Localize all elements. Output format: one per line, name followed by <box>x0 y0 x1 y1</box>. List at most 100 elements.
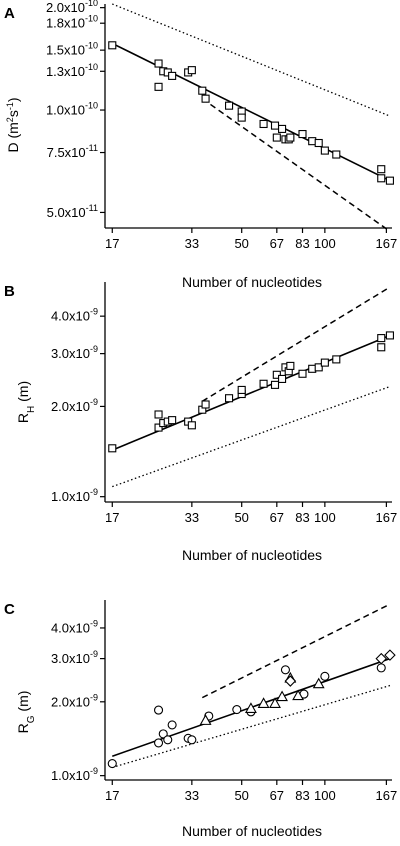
panel-b: B RH (m) Number of nucleotides 1.0x10-9 2… <box>4 282 397 563</box>
circle-point <box>107 759 117 769</box>
y-tick-label: 1.8x10-10 <box>46 14 98 31</box>
circle-point <box>153 738 164 748</box>
circle-point <box>187 735 197 745</box>
dashed-reference-line <box>201 286 391 402</box>
dotted-reference-line <box>112 684 391 769</box>
square-point <box>154 59 163 68</box>
x-tick-label: 33 <box>185 510 199 525</box>
dashed-reference-line <box>201 603 391 699</box>
square-point <box>314 138 323 148</box>
square-point <box>237 385 246 394</box>
square-point <box>320 146 329 155</box>
diamond-point <box>384 649 396 661</box>
square-point <box>108 41 117 50</box>
x-tick-label: 167 <box>376 510 398 525</box>
square-point <box>225 101 234 110</box>
square-point <box>298 369 307 378</box>
triangle-point <box>269 697 281 708</box>
square-point <box>377 334 386 343</box>
square-point <box>377 165 386 174</box>
x-axis-label-b: Number of nucleotides <box>182 547 322 563</box>
triangle-point <box>292 689 305 701</box>
y-tick-label: 3.0x10-9 <box>51 649 98 666</box>
circle-point <box>320 671 330 681</box>
square-point <box>278 374 287 383</box>
x-tick-label: 17 <box>105 510 119 525</box>
square-point <box>154 410 163 419</box>
square-point <box>377 174 386 183</box>
square-point <box>108 444 117 453</box>
x-tick-label: 83 <box>295 788 309 803</box>
square-point <box>332 355 341 364</box>
fit-line <box>111 42 391 182</box>
y-tick-label: 3.0x10-9 <box>51 344 98 361</box>
square-point <box>270 380 280 389</box>
square-point <box>272 370 281 379</box>
plot-area-a: 5.0x10-11 7.5x10-11 1.0x10-10 1.3x10-10 1.5x… <box>46 0 397 251</box>
panel-label-a: A <box>4 5 15 22</box>
diamond-point <box>375 652 388 665</box>
circle-point <box>376 663 386 673</box>
y-tick-label: 1.0x10-9 <box>51 766 98 783</box>
square-point <box>332 150 341 159</box>
y-tick-label: 7.5x10-11 <box>47 143 98 160</box>
circle-point <box>153 705 164 715</box>
panel-label-c: C <box>4 601 15 618</box>
square-point <box>154 82 163 91</box>
dotted-reference-line <box>112 3 391 117</box>
circle-point <box>167 720 177 730</box>
triangle-point <box>276 690 289 702</box>
triangle-point <box>245 702 257 713</box>
square-point <box>201 400 210 409</box>
circle-point <box>158 729 168 739</box>
x-tick-label: 83 <box>295 510 309 525</box>
x-tick-label: 167 <box>376 236 398 251</box>
y-tick-label: 2.0x10-9 <box>51 397 98 414</box>
y-tick-label: 2.0x10-9 <box>51 692 98 709</box>
square-point <box>237 113 246 122</box>
square-point <box>154 423 163 432</box>
square-point <box>201 94 210 103</box>
triangle-point <box>257 697 270 708</box>
y-tick-label: 5.0x10-11 <box>47 203 98 220</box>
x-tick-label: 67 <box>270 788 284 803</box>
square-point <box>286 133 295 142</box>
square-point <box>286 361 295 370</box>
y-axis-label-b: RH (m) <box>15 381 37 423</box>
square-point <box>225 394 234 403</box>
diamond-point <box>284 675 297 687</box>
square-point <box>385 331 394 340</box>
y-tick-label: 1.3x10-10 <box>46 62 98 79</box>
x-tick-label: 83 <box>295 236 309 251</box>
square-point <box>278 124 287 133</box>
x-tick-label: 100 <box>314 510 336 525</box>
x-tick-label: 17 <box>105 788 119 803</box>
panel-c: C RG (m) Number of nucleotides 1.0x10-9 2… <box>4 600 397 839</box>
panel-label-b: B <box>4 283 15 300</box>
x-tick-label: 167 <box>376 788 398 803</box>
y-tick-label: 1.0x10-9 <box>51 487 98 504</box>
x-axis-label-a: Number of nucleotides <box>182 274 322 290</box>
square-point <box>187 66 196 75</box>
y-tick-label: 1.0x10-10 <box>46 101 98 118</box>
panel-a: A D (m2s-1) Number of nucleotides 5.0x10… <box>4 0 397 290</box>
square-point <box>198 86 207 95</box>
triangle-point <box>312 677 325 689</box>
x-tick-label: 17 <box>105 236 119 251</box>
square-point <box>385 176 394 185</box>
square-point <box>187 421 196 430</box>
y-tick-label: 4.0x10-9 <box>51 618 98 635</box>
x-tick-label: 67 <box>270 236 284 251</box>
x-axis-label-c: Number of nucleotides <box>182 823 322 839</box>
y-axis-label-c: RG (m) <box>15 691 37 734</box>
fit-line <box>111 334 391 451</box>
x-tick-label: 33 <box>185 236 199 251</box>
plot-area-c: 1.0x10-9 2.0x10-9 3.0x10-9 4.0x10-9 17 33 50 67… <box>51 600 397 803</box>
square-point <box>314 363 323 372</box>
square-point <box>259 379 268 388</box>
square-point <box>298 129 307 139</box>
y-tick-label: 1.5x10-10 <box>46 41 98 58</box>
x-tick-label: 100 <box>314 788 336 803</box>
square-point <box>377 343 386 352</box>
